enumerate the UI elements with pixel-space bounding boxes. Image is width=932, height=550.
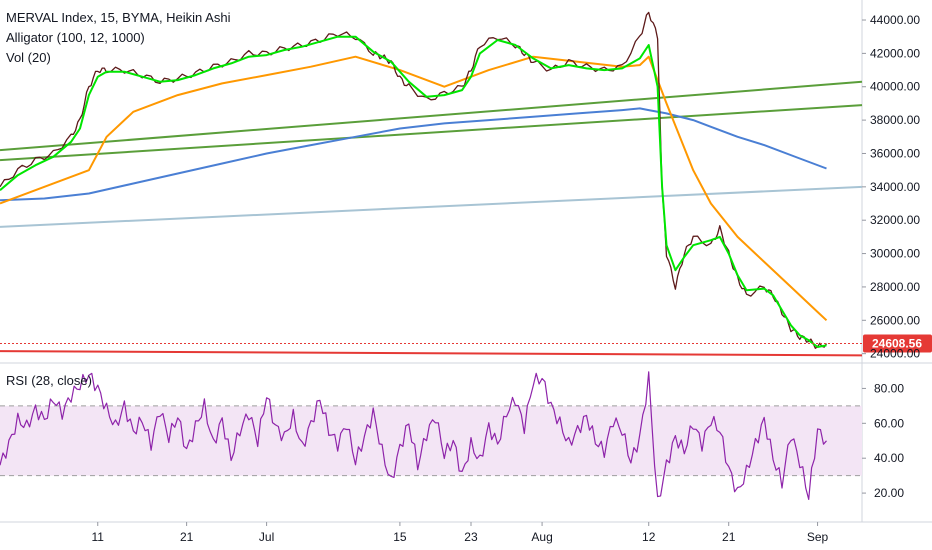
last-price-layer: 24608.56 — [0, 334, 932, 353]
time-tick-label: Aug — [531, 530, 552, 544]
trendline-trendline_blue-2[interactable] — [0, 185, 863, 228]
rsi-tick-label: 20.00 — [874, 486, 904, 500]
time-tick-label: 21 — [180, 530, 194, 544]
trendline-layer — [0, 80, 863, 357]
trendline-trendline_green-0[interactable] — [0, 80, 863, 152]
series-rsi[interactable] — [0, 371, 827, 500]
price-tick-label: 32000.00 — [870, 213, 920, 227]
price-axis[interactable]: 44000.00 42000.00 40000.00 38000.00 36000.00… — [862, 13, 920, 361]
time-axis[interactable]: 11 21 Jul 15 23 Aug 12 21 Sep — [92, 522, 829, 544]
rsi-tick-label: 40.00 — [874, 451, 904, 465]
price-tick-label: 38000.00 — [870, 113, 920, 127]
rsi-tick-label: 60.00 — [874, 416, 904, 430]
time-tick-label: Sep — [807, 530, 829, 544]
series-teeth[interactable] — [0, 55, 828, 322]
price-tick-label: 26000.00 — [870, 313, 920, 327]
volume-legend: Vol (20) — [6, 50, 51, 65]
price-tick-label: 34000.00 — [870, 180, 920, 194]
price-tick-label: 36000.00 — [870, 146, 920, 160]
time-tick-label: Jul — [259, 530, 274, 544]
rsi-legend: RSI (28, close) — [6, 373, 92, 388]
last-price-box — [863, 334, 932, 353]
price-tick-label: 42000.00 — [870, 46, 920, 60]
series-layer — [0, 11, 828, 349]
price-tick-label: 44000.00 — [870, 13, 920, 27]
time-tick-label: 23 — [464, 530, 478, 544]
alligator-legend: Alligator (100, 12, 1000) — [6, 30, 145, 45]
price-tick-label: 40000.00 — [870, 80, 920, 94]
rsi-band-fill — [0, 405, 862, 476]
last-price-label: 24608.56 — [872, 337, 922, 351]
price-tick-label: 30000.00 — [870, 247, 920, 261]
trendline-trendline_green-1[interactable] — [0, 104, 863, 162]
rsi-tick-label: 80.00 — [874, 381, 904, 395]
time-tick-label: 21 — [722, 530, 736, 544]
series-lips[interactable] — [0, 35, 827, 348]
price-tick-label: 28000.00 — [870, 280, 920, 294]
chart-title: MERVAL Index, 15, BYMA, Heikin Ashi — [6, 10, 231, 25]
price-tick-label: 24000.00 — [870, 347, 920, 361]
trendline-support-3[interactable] — [0, 350, 863, 357]
rsi-axis[interactable]: 80.00 60.00 40.00 20.00 — [862, 381, 904, 500]
rsi-band-layer — [0, 405, 862, 477]
time-tick-label: 11 — [92, 530, 105, 544]
rsi-series-layer — [0, 371, 827, 500]
series-jaw[interactable] — [0, 107, 827, 202]
time-tick-label: 15 — [393, 530, 407, 544]
time-tick-label: 12 — [642, 530, 656, 544]
